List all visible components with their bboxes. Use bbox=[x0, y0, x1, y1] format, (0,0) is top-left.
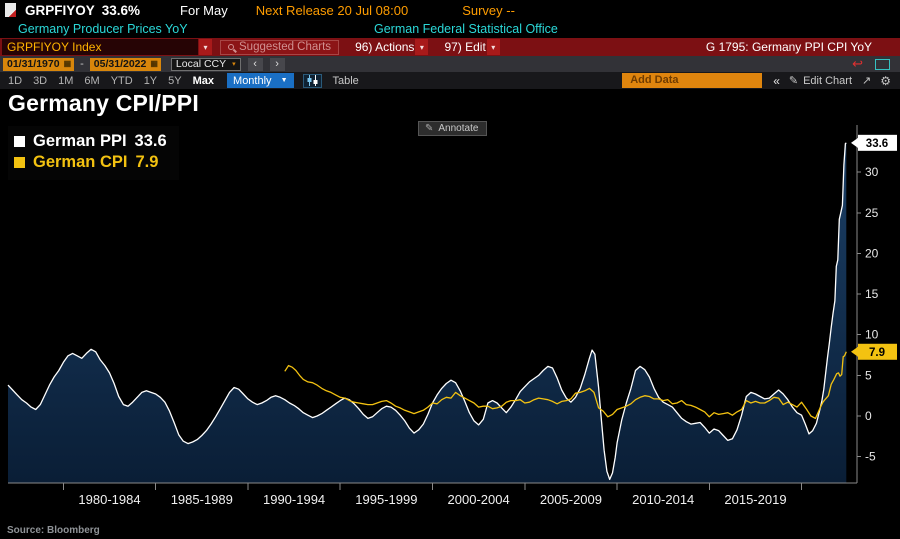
actions-menu-label: 96) Actions bbox=[355, 40, 415, 54]
cpi-series-value: 7.9 bbox=[135, 153, 159, 171]
ppi-series-swatch bbox=[14, 136, 25, 147]
frequency-value: Monthly bbox=[233, 74, 272, 87]
svg-text:7.9: 7.9 bbox=[869, 347, 885, 359]
chart-type-icon[interactable] bbox=[302, 73, 322, 88]
pencil-icon: ✎ bbox=[425, 123, 434, 134]
description-row: Germany Producer Prices YoY German Feder… bbox=[0, 20, 900, 38]
edit-chart-button[interactable]: Edit Chart bbox=[803, 74, 853, 87]
svg-text:1985-1989: 1985-1989 bbox=[171, 492, 233, 507]
command-bar: GRPFIYOY Index ▾ Suggested Charts 96) Ac… bbox=[0, 38, 900, 56]
suggested-charts-button[interactable]: Suggested Charts bbox=[220, 39, 340, 55]
suggested-charts-label: Suggested Charts bbox=[239, 41, 332, 53]
svg-text:1980-1984: 1980-1984 bbox=[78, 492, 140, 507]
currency-value: Local CCY bbox=[175, 58, 227, 70]
chart-id-label: G 1795: Germany PPI CPI YoY bbox=[705, 40, 872, 54]
svg-text:5: 5 bbox=[865, 368, 872, 382]
period-tab-3d[interactable]: 3D bbox=[33, 74, 48, 87]
security-description: Germany Producer Prices YoY bbox=[18, 22, 188, 36]
range-toolbar: 01/31/1970 ▦ - 05/31/2022 ▦ Local CCY ▾ … bbox=[0, 56, 900, 72]
svg-text:10: 10 bbox=[865, 328, 879, 342]
settings-gear-icon[interactable]: ⚙ bbox=[880, 73, 891, 88]
period-tab-1y[interactable]: 1Y bbox=[143, 74, 158, 87]
period-tab-max[interactable]: Max bbox=[192, 74, 215, 87]
svg-text:2005-2009: 2005-2009 bbox=[540, 492, 602, 507]
calendar-icon: ▦ bbox=[63, 59, 72, 68]
ppi-series-value: 33.6 bbox=[134, 132, 167, 150]
frequency-select[interactable]: Monthly ▼ bbox=[227, 73, 294, 88]
svg-text:33.6: 33.6 bbox=[866, 138, 888, 150]
period-tab-1m[interactable]: 1M bbox=[58, 74, 74, 87]
survey-label: Survey -- bbox=[462, 2, 515, 18]
period-tab-1d[interactable]: 1D bbox=[8, 74, 23, 87]
period-tab-ytd[interactable]: YTD bbox=[110, 74, 133, 87]
legend-item-ppi[interactable]: German PPI 33.6 bbox=[14, 132, 167, 151]
collapse-panel-icon[interactable]: « bbox=[773, 73, 780, 88]
end-date-input[interactable]: 05/31/2022 ▦ bbox=[89, 57, 161, 71]
svg-text:1995-1999: 1995-1999 bbox=[355, 492, 417, 507]
forward-arrow-button[interactable]: › bbox=[269, 57, 285, 71]
ticker-value: 33.6% bbox=[101, 2, 141, 18]
actions-menu-button[interactable]: 96) Actions bbox=[355, 40, 414, 54]
ticker-symbol: GRPFIYOY bbox=[25, 2, 95, 18]
add-data-button[interactable]: Add Data bbox=[622, 73, 763, 88]
monitor-icon[interactable] bbox=[875, 58, 890, 70]
chart-toolbar: 1D 3D 1M 6M YTD 1Y 5Y Max Monthly ▼ Tabl… bbox=[0, 72, 900, 89]
period-tab-6m[interactable]: 6M bbox=[84, 74, 100, 87]
quote-bar: GRPFIYOY 33.6% For May Next Release 20 J… bbox=[0, 0, 900, 20]
cpi-series-label: German CPI bbox=[33, 153, 128, 171]
source-label: Source: Bloomberg bbox=[7, 525, 100, 536]
svg-text:2000-2004: 2000-2004 bbox=[448, 492, 510, 507]
chart-title: Germany CPI/PPI bbox=[8, 90, 199, 116]
pencil-icon: ✎ bbox=[788, 75, 799, 87]
chevron-down-icon[interactable]: ▾ bbox=[415, 39, 429, 55]
back-arrow-button[interactable]: ‹ bbox=[247, 57, 263, 71]
svg-text:2015-2019: 2015-2019 bbox=[724, 492, 786, 507]
date-range-separator: - bbox=[80, 58, 84, 70]
caret-down-icon: ▼ bbox=[280, 77, 288, 84]
table-button[interactable]: Table bbox=[332, 74, 359, 87]
calendar-icon: ▦ bbox=[150, 59, 158, 68]
svg-text:0: 0 bbox=[865, 409, 872, 423]
security-input[interactable]: GRPFIYOY Index bbox=[2, 39, 198, 55]
start-date-input[interactable]: 01/31/1970 ▦ bbox=[3, 57, 75, 71]
svg-text:30: 30 bbox=[865, 165, 879, 179]
chart-plot[interactable]: -5 0 5 10 15 20 25 30 1980-1984 1985-1989 1990-199… bbox=[0, 89, 900, 539]
share-icon[interactable]: ↗ bbox=[862, 75, 872, 87]
annotate-button[interactable]: ✎ Annotate bbox=[418, 121, 488, 136]
chevron-down-icon[interactable]: ▾ bbox=[199, 39, 212, 55]
chevron-down-icon: ▾ bbox=[232, 61, 236, 68]
svg-text:2010-2014: 2010-2014 bbox=[632, 492, 694, 507]
security-input-value: GRPFIYOY Index bbox=[7, 40, 102, 54]
cpi-series-swatch bbox=[14, 157, 25, 168]
svg-text:20: 20 bbox=[865, 246, 879, 260]
ppi-series-label: German PPI bbox=[33, 132, 127, 150]
reference-period-label: For May bbox=[180, 2, 228, 18]
currency-select[interactable]: Local CCY ▾ bbox=[170, 57, 241, 71]
document-icon bbox=[5, 3, 16, 17]
svg-text:1990-1994: 1990-1994 bbox=[263, 492, 325, 507]
start-date-value: 01/31/1970 bbox=[7, 58, 60, 70]
svg-text:-5: -5 bbox=[865, 450, 876, 464]
edit-menu-button[interactable]: 97) Edit bbox=[444, 40, 485, 54]
next-release-label: Next Release 20 Jul 08:00 bbox=[255, 2, 409, 18]
data-source-org: German Federal Statistical Office bbox=[374, 22, 558, 36]
search-icon bbox=[228, 44, 234, 50]
annotate-label: Annotate bbox=[438, 123, 479, 134]
legend-item-cpi[interactable]: German CPI 7.9 bbox=[14, 153, 167, 172]
chevron-down-icon[interactable]: ▾ bbox=[486, 39, 500, 55]
end-date-value: 05/31/2022 bbox=[93, 58, 147, 70]
return-arrow-icon[interactable]: ↩ bbox=[852, 56, 863, 71]
period-tab-5y[interactable]: 5Y bbox=[168, 74, 182, 87]
svg-text:15: 15 bbox=[865, 287, 879, 301]
svg-text:25: 25 bbox=[865, 206, 879, 220]
chart-area: -5 0 5 10 15 20 25 30 1980-1984 1985-1989 1990-199… bbox=[0, 89, 900, 539]
edit-menu-label: 97) Edit bbox=[444, 40, 486, 54]
chart-legend: German PPI 33.6 German CPI 7.9 bbox=[8, 126, 179, 180]
